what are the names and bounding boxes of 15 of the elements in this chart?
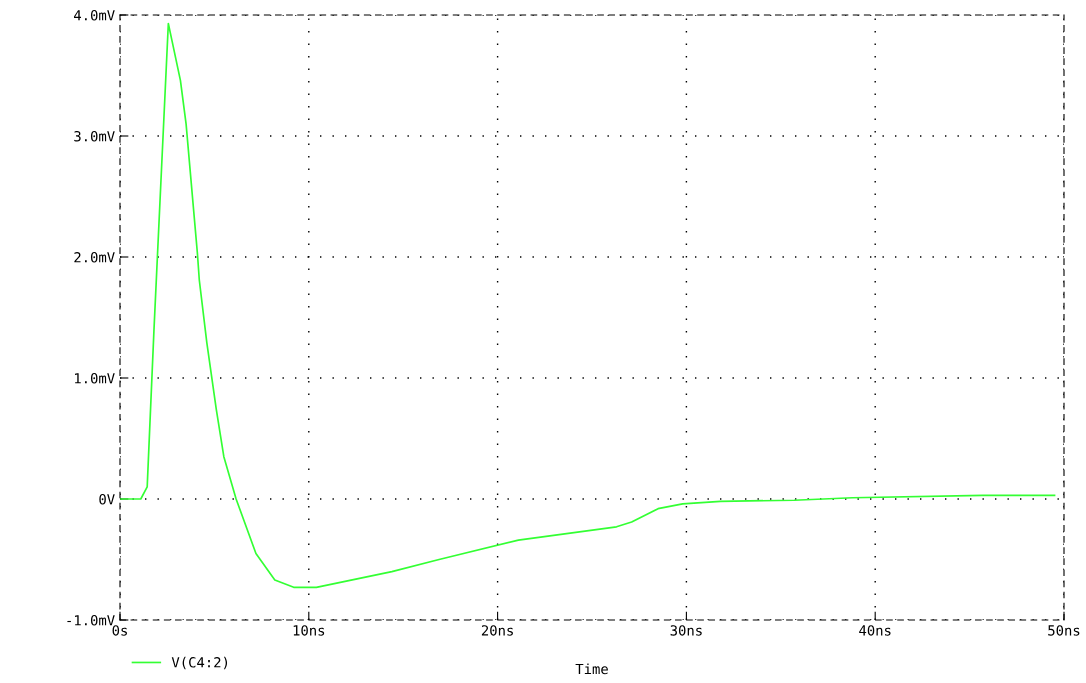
line-series (120, 22, 1056, 589)
y-tick-label: 3.0mV (74, 131, 115, 142)
y-tick-label: 0V (99, 494, 115, 505)
x-tick-label: 20ns (481, 625, 513, 636)
y-tick-label: 4.0mV (74, 10, 115, 21)
y-tick-label: 2.0mV (74, 252, 115, 263)
x-tick-label: 30ns (670, 625, 702, 636)
x-tick-label: 40ns (859, 625, 891, 636)
y-tick-label: -1.0mV (67, 615, 115, 626)
y-tick-label: 1.0mV (75, 373, 115, 384)
x-tick-label: 0s (112, 625, 127, 636)
legend-label: V(C4:2) (171, 656, 228, 670)
x-axis-title: Time (575, 663, 608, 675)
x-tick-label: 50ns (1048, 625, 1080, 636)
x-tick-label: 10ns (293, 625, 325, 636)
